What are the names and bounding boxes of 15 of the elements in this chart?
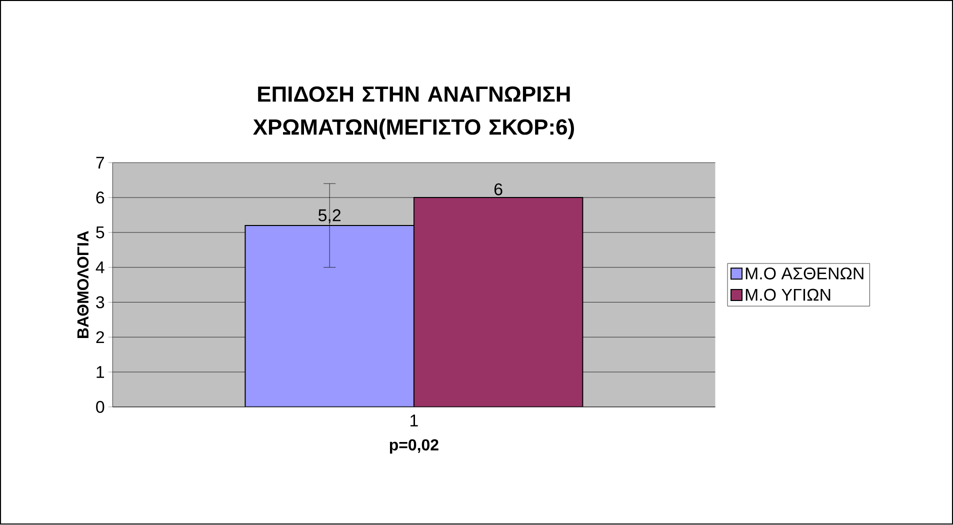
chart-title: ΕΠΙΔΟΣΗ ΣΤΗΝ ΑΝΑΓΝΩΡΙΣΗ ΧΡΩΜΑΤΩΝ(ΜΕΓΙΣΤΟ ΣΚΟΡ:6): [253, 86, 574, 140]
data-label: 6: [494, 184, 502, 196]
y-tick-label: 2: [96, 331, 104, 344]
y-axis-title: ΒΑΘΜΟΛΟΓΙΑ: [77, 231, 89, 338]
y-tick-label: 0: [96, 401, 104, 414]
legend-label: Μ.Ο ΑΣΘΕΝΩΝ: [746, 268, 864, 280]
data-label: 5,2: [318, 209, 341, 224]
y-tick-label: 5: [96, 226, 104, 239]
y-tick-label: 1: [96, 366, 104, 378]
x-axis-title: p=0,02: [390, 439, 438, 454]
y-tick-label: 6: [96, 192, 104, 204]
y-tick-label: 4: [96, 262, 104, 274]
legend-label: Μ.Ο ΥΓΙΩΝ: [746, 289, 830, 302]
y-tick-label: 7: [96, 157, 104, 169]
y-tick-label: 3: [96, 296, 104, 308]
